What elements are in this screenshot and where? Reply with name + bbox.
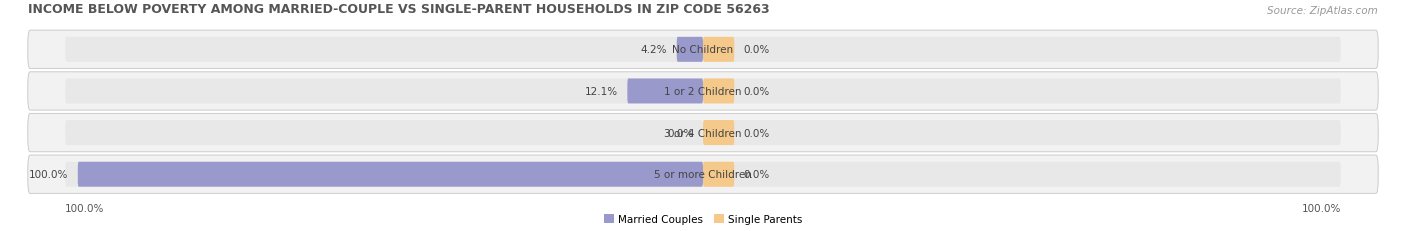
FancyBboxPatch shape <box>676 38 703 63</box>
FancyBboxPatch shape <box>703 162 1341 187</box>
Text: 0.0%: 0.0% <box>744 45 770 55</box>
Text: 100.0%: 100.0% <box>1302 204 1341 213</box>
FancyBboxPatch shape <box>65 79 703 104</box>
Text: 5 or more Children: 5 or more Children <box>654 170 752 179</box>
FancyBboxPatch shape <box>703 121 1341 146</box>
FancyBboxPatch shape <box>65 121 703 146</box>
Text: 100.0%: 100.0% <box>30 170 69 179</box>
FancyBboxPatch shape <box>28 114 1378 152</box>
FancyBboxPatch shape <box>627 79 703 104</box>
Text: INCOME BELOW POVERTY AMONG MARRIED-COUPLE VS SINGLE-PARENT HOUSEHOLDS IN ZIP COD: INCOME BELOW POVERTY AMONG MARRIED-COUPL… <box>28 3 769 16</box>
FancyBboxPatch shape <box>28 73 1378 111</box>
Legend: Married Couples, Single Parents: Married Couples, Single Parents <box>599 210 807 228</box>
Text: 100.0%: 100.0% <box>65 204 104 213</box>
FancyBboxPatch shape <box>77 162 703 187</box>
Text: 0.0%: 0.0% <box>744 170 770 179</box>
FancyBboxPatch shape <box>28 155 1378 194</box>
FancyBboxPatch shape <box>703 79 1341 104</box>
FancyBboxPatch shape <box>65 38 703 63</box>
Text: No Children: No Children <box>672 45 734 55</box>
Text: Source: ZipAtlas.com: Source: ZipAtlas.com <box>1267 6 1378 16</box>
Text: 0.0%: 0.0% <box>744 128 770 138</box>
FancyBboxPatch shape <box>703 79 734 104</box>
Text: 4.2%: 4.2% <box>641 45 668 55</box>
FancyBboxPatch shape <box>65 162 703 187</box>
Text: 3 or 4 Children: 3 or 4 Children <box>664 128 742 138</box>
Text: 12.1%: 12.1% <box>585 87 619 97</box>
FancyBboxPatch shape <box>703 38 734 63</box>
FancyBboxPatch shape <box>703 38 1341 63</box>
Text: 1 or 2 Children: 1 or 2 Children <box>664 87 742 97</box>
Text: 0.0%: 0.0% <box>668 128 693 138</box>
FancyBboxPatch shape <box>28 31 1378 69</box>
FancyBboxPatch shape <box>703 162 734 187</box>
FancyBboxPatch shape <box>703 121 734 146</box>
Text: 0.0%: 0.0% <box>744 87 770 97</box>
